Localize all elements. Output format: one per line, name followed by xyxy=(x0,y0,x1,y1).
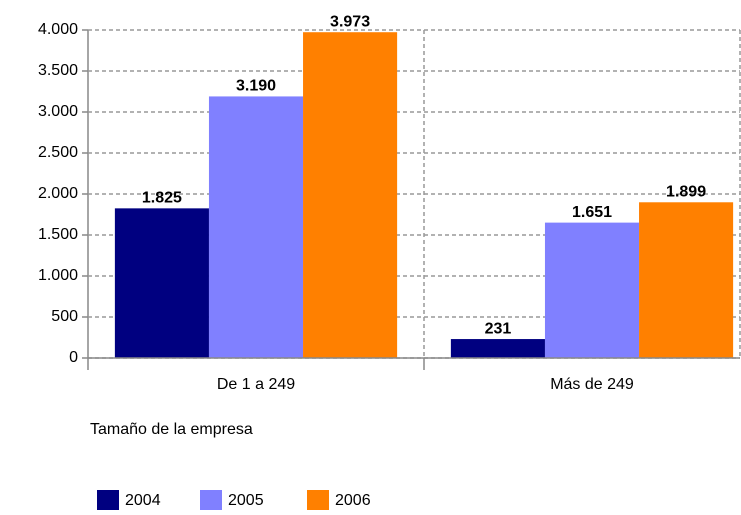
y-tick-label: 0 xyxy=(69,349,78,366)
bar xyxy=(639,202,734,358)
legend-swatch xyxy=(97,490,119,510)
x-tick-label: Más de 249 xyxy=(550,376,634,393)
legend-label: 2004 xyxy=(125,492,161,509)
x-tick-label: De 1 a 249 xyxy=(217,376,295,393)
data-label: 231 xyxy=(485,320,512,337)
bar xyxy=(208,96,304,359)
y-tick-label: 2.000 xyxy=(38,185,78,202)
y-tick-label: 1.500 xyxy=(38,226,78,243)
bar xyxy=(544,222,640,358)
data-label: 1.825 xyxy=(142,190,182,207)
data-label: 1.899 xyxy=(666,184,706,201)
data-label: 3.190 xyxy=(236,78,276,95)
legend-swatch xyxy=(307,490,329,510)
x-axis-label: Tamaño de la empresa xyxy=(90,421,253,438)
legend-label: 2006 xyxy=(335,492,371,509)
data-label: 3.973 xyxy=(330,13,370,30)
data-label: 1.651 xyxy=(572,204,612,221)
legend-swatch xyxy=(200,490,222,510)
y-tick-label: 3.500 xyxy=(38,62,78,79)
legend-label: 2005 xyxy=(228,492,264,509)
bar xyxy=(114,208,209,358)
y-tick-label: 1.000 xyxy=(38,267,78,284)
bar xyxy=(303,32,398,359)
y-tick-label: 3.000 xyxy=(38,103,78,120)
y-tick-label: 500 xyxy=(51,308,78,325)
y-tick-label: 2.500 xyxy=(38,144,78,161)
y-tick-label: 4.000 xyxy=(38,21,78,38)
bar xyxy=(450,339,545,358)
